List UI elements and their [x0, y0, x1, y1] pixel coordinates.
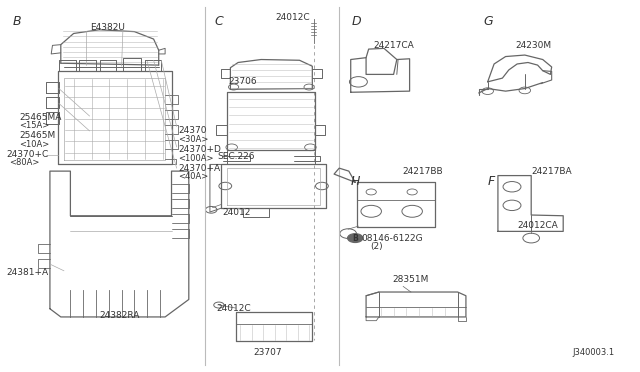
Text: 24370+D: 24370+D [178, 145, 221, 154]
Text: 23706: 23706 [228, 77, 257, 86]
Text: 24217BA: 24217BA [531, 167, 572, 176]
Text: 24217BB: 24217BB [402, 167, 443, 176]
Text: 24217CA: 24217CA [373, 41, 414, 50]
Text: <80A>: <80A> [10, 158, 40, 167]
Text: B: B [13, 15, 21, 28]
Text: 24370: 24370 [178, 126, 207, 135]
Text: <30A>: <30A> [178, 135, 208, 144]
Text: <40A>: <40A> [178, 172, 208, 181]
Text: 24012C: 24012C [276, 13, 310, 22]
Text: 08146-6122G: 08146-6122G [361, 234, 422, 243]
Text: D: D [352, 15, 362, 28]
Circle shape [348, 234, 363, 243]
Text: <10A>: <10A> [19, 140, 49, 149]
Text: 24012C: 24012C [216, 304, 251, 312]
Text: <15A>: <15A> [19, 121, 49, 130]
Text: J340003.1: J340003.1 [572, 348, 614, 357]
Text: F: F [488, 175, 495, 188]
Text: 25465M: 25465M [19, 131, 56, 140]
Text: G: G [483, 15, 493, 28]
Text: 24012CA: 24012CA [517, 221, 558, 230]
Text: 25465MA: 25465MA [19, 113, 61, 122]
Text: H: H [351, 175, 360, 188]
Text: 24230M: 24230M [515, 41, 551, 50]
Text: E4382U: E4382U [90, 23, 125, 32]
Text: <100A>: <100A> [178, 154, 213, 163]
Text: 24381+A: 24381+A [6, 268, 49, 277]
Text: SEC.226: SEC.226 [218, 153, 255, 161]
Text: C: C [214, 15, 223, 28]
Text: 24370+A: 24370+A [178, 164, 220, 173]
Text: 24370+C: 24370+C [6, 150, 49, 159]
Text: 24382RA: 24382RA [99, 311, 140, 320]
Text: 28351M: 28351M [393, 275, 429, 284]
Text: 24012: 24012 [222, 208, 250, 217]
Text: B: B [353, 234, 358, 243]
Text: 23707: 23707 [253, 348, 282, 357]
Text: (2): (2) [370, 242, 383, 251]
